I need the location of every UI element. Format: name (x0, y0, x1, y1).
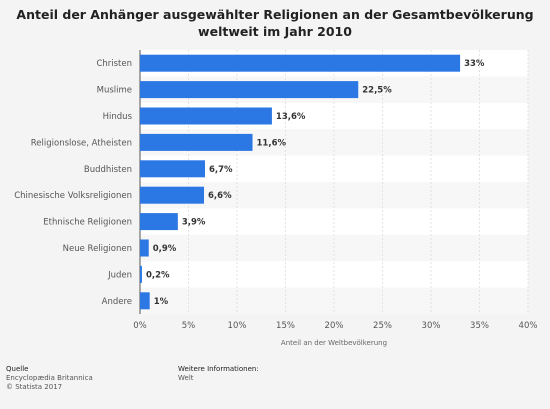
bar-4 (140, 133, 253, 151)
category-label: Christen (96, 59, 132, 69)
bar-2 (140, 81, 359, 99)
bar-9 (140, 265, 142, 283)
bar-6 (140, 186, 205, 204)
category-label: Neue Religionen (63, 244, 132, 254)
category-label: Juden (107, 270, 132, 280)
category-label: Chinesische Volksreligionen (14, 191, 132, 201)
value-label: 11,6% (257, 138, 287, 148)
bar-3 (140, 107, 272, 125)
value-label: 33% (464, 59, 485, 69)
chart-title: Anteil der Anhänger ausgewählter Religio… (0, 6, 550, 40)
x-axis-title: Anteil an der Weltbevölkerung (281, 339, 387, 347)
source-line-2: © Statista 2017 (6, 383, 63, 391)
category-label: Hindus (103, 112, 133, 122)
source-line-1: Encyclopædia Britannica (6, 374, 93, 382)
category-label: Buddhisten (84, 165, 132, 175)
x-tick-label: 0% (133, 321, 147, 331)
value-label: 1% (154, 297, 169, 307)
x-tick-label: 15% (276, 321, 295, 331)
x-tick-label: 30% (422, 321, 441, 331)
bar-1 (140, 54, 461, 72)
x-tick-label: 40% (519, 321, 538, 331)
category-label: Ethnische Religionen (43, 218, 132, 228)
info-line-1: Welt (178, 374, 194, 382)
value-label: 22,5% (362, 86, 392, 96)
category-label: Muslime (97, 86, 132, 96)
bar-7 (140, 213, 178, 231)
x-tick-label: 35% (470, 321, 489, 331)
x-tick-label: 5% (182, 321, 196, 331)
bar-10 (140, 292, 150, 310)
x-tick-label: 25% (373, 321, 392, 331)
category-label: Religionslose, Atheisten (31, 138, 132, 148)
value-label: 6,6% (208, 191, 232, 201)
value-label: 3,9% (182, 218, 206, 228)
bar-8 (140, 239, 149, 257)
x-tick-label: 10% (228, 321, 247, 331)
source-block: Quelle Encyclopædia Britannica © Statist… (6, 365, 93, 392)
value-label: 6,7% (209, 165, 233, 175)
value-label: 0,2% (146, 270, 170, 280)
source-heading: Quelle (6, 365, 29, 373)
value-label: 0,9% (153, 244, 177, 254)
category-label: Andere (102, 297, 132, 307)
value-label: 13,6% (276, 112, 306, 122)
chart-title-line-1: Anteil der Anhänger ausgewählter Religio… (16, 7, 534, 22)
info-heading: Weitere Informationen: (178, 365, 259, 373)
chart-title-line-2: weltweit im Jahr 2010 (198, 24, 352, 39)
bar-5 (140, 160, 205, 178)
x-tick-label: 20% (325, 321, 344, 331)
info-block: Weitere Informationen: Welt (178, 365, 259, 383)
